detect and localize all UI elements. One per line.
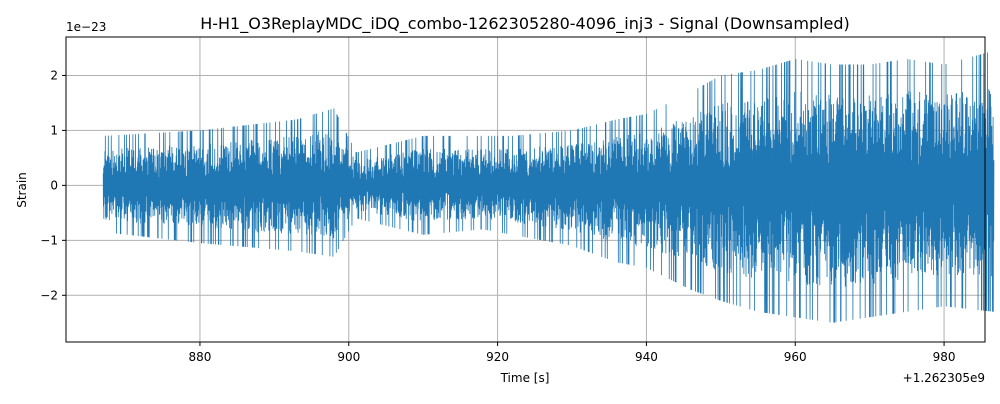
y-axis-label: Strain — [15, 172, 29, 208]
y-tick-label: −2 — [40, 288, 58, 302]
x-tick-label: 960 — [784, 350, 807, 364]
series-layer — [102, 52, 995, 323]
x-tick-label: 920 — [486, 350, 509, 364]
plot-frame — [65, 36, 986, 343]
ticks: 880 900 920 940 960 980 −2 −1 0 1 2 — [40, 68, 955, 364]
y-tick-label: 2 — [50, 68, 58, 82]
signal-series-line — [102, 52, 995, 323]
x-tick-label: 980 — [933, 350, 956, 364]
x-tick-label: 940 — [635, 350, 658, 364]
x-tick-label: 900 — [337, 350, 360, 364]
y-tick-label: 0 — [50, 178, 58, 192]
y-tick-label: 1 — [50, 123, 58, 137]
x-offset-label: +1.262305e9 — [903, 371, 985, 385]
x-axis-label: Time [s] — [500, 371, 550, 385]
chart-title: H-H1_O3ReplayMDC_iDQ_combo-1262305280-40… — [200, 14, 850, 34]
y-tick-label: −1 — [40, 233, 58, 247]
y-scale-label: 1e−23 — [66, 20, 106, 34]
x-tick-label: 880 — [188, 350, 211, 364]
